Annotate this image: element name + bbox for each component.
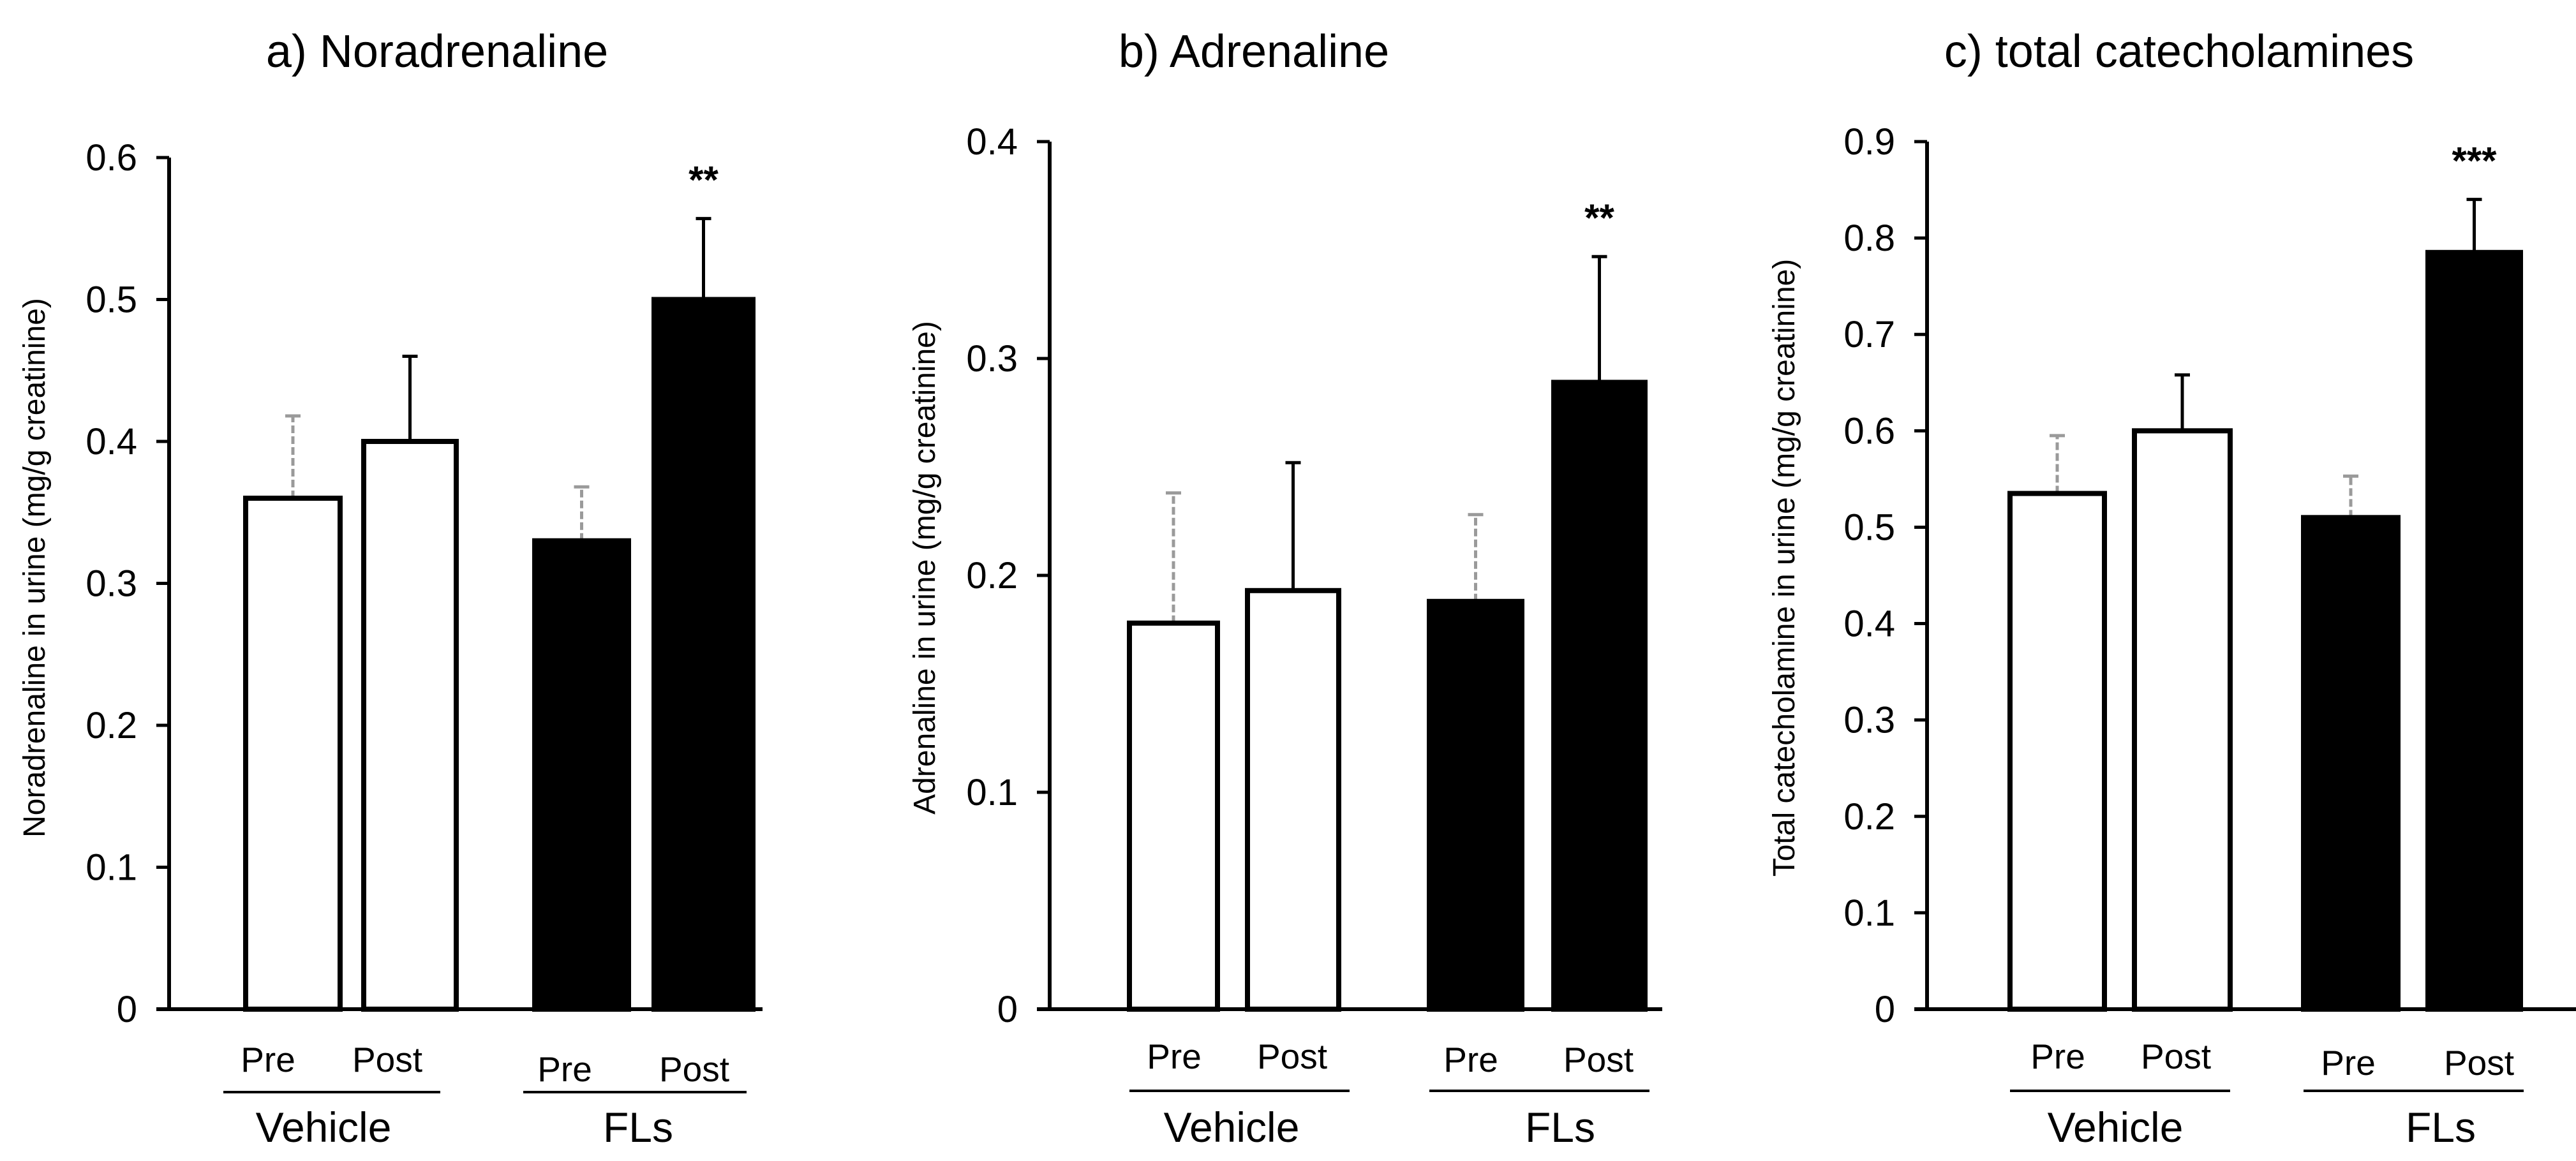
x-axis-groups: Pre Post Vehicle Pre Post FLs bbox=[223, 1040, 747, 1151]
condition-label: Post bbox=[2141, 1037, 2211, 1076]
condition-label: Post bbox=[1257, 1037, 1327, 1076]
condition-label: Post bbox=[352, 1040, 422, 1079]
y-tick-label: 0.3 bbox=[86, 563, 137, 605]
bar bbox=[2301, 515, 2401, 1012]
condition-label: Post bbox=[659, 1049, 729, 1089]
significance-label: *** bbox=[2452, 140, 2497, 182]
condition-label: Pre bbox=[1443, 1040, 1498, 1079]
y-tick-label: 0.9 bbox=[1843, 121, 1895, 163]
y-tick-label: 0.1 bbox=[86, 847, 137, 889]
bar bbox=[532, 538, 631, 1012]
bars bbox=[2007, 249, 2523, 1012]
group-label: Vehicle bbox=[256, 1104, 392, 1151]
group-label: FLs bbox=[2406, 1104, 2476, 1151]
significance-label: ** bbox=[1584, 196, 1614, 239]
bar bbox=[2132, 428, 2233, 1012]
condition-label: Pre bbox=[1147, 1037, 1202, 1076]
condition-label: Pre bbox=[241, 1040, 295, 1079]
bars bbox=[1127, 380, 1648, 1012]
y-tick-label: 0.4 bbox=[966, 121, 1018, 163]
significance-markers: ** bbox=[1584, 196, 1614, 239]
y-tick-label: 0.3 bbox=[1843, 700, 1895, 741]
bar bbox=[2425, 249, 2523, 1012]
significance-markers: ** bbox=[689, 159, 718, 202]
y-tick-label: 0 bbox=[1875, 989, 1895, 1030]
y-tick-label: 0.7 bbox=[1843, 314, 1895, 355]
y-tick-label: 0.2 bbox=[966, 555, 1018, 596]
condition-label: Pre bbox=[537, 1049, 592, 1089]
bar bbox=[361, 439, 459, 1012]
panel-total-catecholamines: c) total catecholamines Total catecholam… bbox=[1768, 26, 2576, 1151]
y-tick-label: 0.8 bbox=[1843, 218, 1895, 259]
chart-title: b) Adrenaline bbox=[1119, 26, 1389, 77]
y-tick-label: 0.5 bbox=[86, 279, 137, 321]
x-axis-groups: Pre Post Vehicle Pre Post FLs bbox=[2010, 1037, 2524, 1151]
error-bars bbox=[2050, 198, 2482, 518]
chart-title: a) Noradrenaline bbox=[266, 26, 608, 77]
chart-title: c) total catecholamines bbox=[1944, 26, 2414, 77]
bars bbox=[243, 297, 756, 1012]
bar bbox=[2007, 491, 2107, 1012]
condition-label: Post bbox=[2444, 1043, 2514, 1083]
significance-label: ** bbox=[689, 159, 718, 202]
condition-label: Pre bbox=[2030, 1037, 2085, 1076]
bar bbox=[243, 496, 343, 1012]
condition-label: Pre bbox=[2321, 1043, 2376, 1083]
group-label: FLs bbox=[603, 1104, 673, 1151]
y-tick-label: 0.4 bbox=[86, 421, 137, 462]
group-label: Vehicle bbox=[2048, 1104, 2184, 1151]
y-axis-label: Adrenaline in urine (mg/g creatinine) bbox=[908, 321, 942, 815]
bar bbox=[1427, 598, 1524, 1012]
y-axis-label: Noradrenaline in urine (mg/g creatinine) bbox=[18, 298, 52, 838]
y-tick-label: 0.1 bbox=[1843, 892, 1895, 934]
y-tick-label: 0.2 bbox=[86, 705, 137, 746]
bar bbox=[1551, 380, 1648, 1012]
significance-markers: *** bbox=[2452, 140, 2497, 182]
x-axis-groups: Pre Post Vehicle Pre Post FLs bbox=[1129, 1037, 1649, 1151]
group-label: Vehicle bbox=[1164, 1104, 1300, 1151]
axes: 0 0.1 0.2 0.3 0.4 0.5 0.6 bbox=[86, 137, 763, 1030]
y-tick-label: 0.6 bbox=[86, 137, 137, 179]
bar bbox=[1245, 588, 1341, 1012]
y-tick-label: 0 bbox=[117, 989, 137, 1030]
y-axis-label: Total catecholamine in urine (mg/g creat… bbox=[1768, 259, 1801, 876]
bar bbox=[651, 297, 756, 1012]
y-tick-label: 0.1 bbox=[966, 772, 1018, 813]
error-bars bbox=[1166, 255, 1607, 623]
y-tick-label: 0.5 bbox=[1843, 507, 1895, 548]
y-tick-label: 0.4 bbox=[1843, 603, 1895, 645]
group-label: FLs bbox=[1525, 1104, 1595, 1151]
condition-label: Post bbox=[1563, 1040, 1634, 1079]
y-tick-label: 0.3 bbox=[966, 338, 1018, 380]
y-tick-label: 0.2 bbox=[1843, 796, 1895, 838]
panel-adrenaline: b) Adrenaline Adrenaline in urine (mg/g … bbox=[908, 26, 1662, 1151]
y-tick-label: 0.6 bbox=[1843, 410, 1895, 452]
bar bbox=[1127, 620, 1220, 1012]
panel-noradrenaline: a) Noradrenaline Noradrenaline in urine … bbox=[18, 26, 763, 1151]
error-bars bbox=[285, 217, 711, 541]
y-tick-label: 0 bbox=[997, 989, 1018, 1030]
